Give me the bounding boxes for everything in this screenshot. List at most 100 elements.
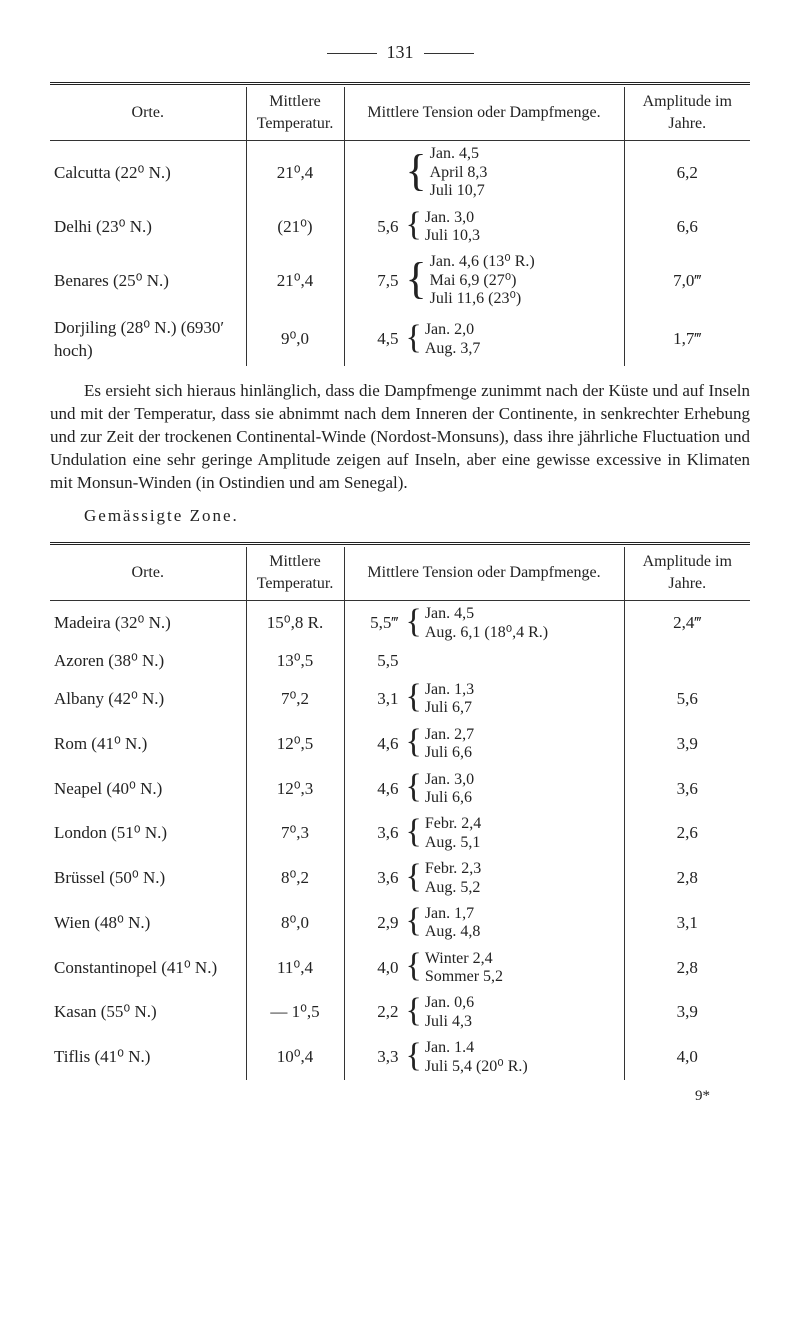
cell-amplitude: 3,6 xyxy=(624,767,750,812)
cell-amplitude: 6,6 xyxy=(624,205,750,250)
cell-amplitude: 6,2 xyxy=(624,141,750,205)
cell-temperature: (21⁰) xyxy=(246,205,344,250)
tension-prefix: 4,6 xyxy=(349,778,403,801)
cell-tension: 5,5 xyxy=(344,646,624,677)
cell-tension: 4,0{Winter 2,4Sommer 5,2 xyxy=(344,946,624,991)
cell-temperature: 9⁰,0 xyxy=(246,313,344,367)
tension-prefix: 3,1 xyxy=(349,688,403,711)
table-row: Neapel (40⁰ N.)12⁰,34,6{Jan. 3,0Juli 6,6… xyxy=(50,767,750,812)
header-tens: Mittlere Tension oder Dampfmenge. xyxy=(344,547,624,601)
cell-temperature: 10⁰,4 xyxy=(246,1035,344,1080)
tension-line: Juli 10,7 xyxy=(430,182,488,200)
table-temperate: Orte. Mittlere Temperatur. Mittlere Tens… xyxy=(50,547,750,1080)
cell-amplitude: 3,9 xyxy=(624,990,750,1035)
header-temp: Mittlere Temperatur. xyxy=(246,547,344,601)
tension-line: Juli 4,3 xyxy=(425,1013,474,1031)
cell-temperature: 12⁰,3 xyxy=(246,767,344,812)
cell-tension: 4,5{Jan. 2,0Aug. 3,7 xyxy=(344,313,624,367)
tension-line: Jan. 3,0 xyxy=(425,771,474,789)
cell-tension: 3,6{Febr. 2,3Aug. 5,2 xyxy=(344,856,624,901)
cell-amplitude: 2,8 xyxy=(624,946,750,991)
tension-prefix: 5,5‴ xyxy=(349,612,403,635)
cell-amplitude: 2,8 xyxy=(624,856,750,901)
cell-tension: 4,6{Jan. 3,0Juli 6,6 xyxy=(344,767,624,812)
tension-line: Jan. 1,7 xyxy=(425,905,481,923)
tension-lines: Jan. 1,7Aug. 4,8 xyxy=(425,905,481,942)
cell-orte: Brüssel (50⁰ N.) xyxy=(50,856,246,901)
cell-orte: Benares (25⁰ N.) xyxy=(50,249,246,312)
table-row: Azoren (38⁰ N.)13⁰,55,5 xyxy=(50,646,750,677)
cell-tension: 3,1{Jan. 1,3Juli 6,7 xyxy=(344,677,624,722)
table-row: Calcutta (22⁰ N.)21⁰,4{Jan. 4,5April 8,3… xyxy=(50,141,750,205)
tension-prefix: 3,6 xyxy=(349,867,403,890)
tension-prefix: 5,5 xyxy=(349,650,403,673)
cell-amplitude: 7,0‴ xyxy=(624,249,750,312)
tension-lines: Jan. 4,5April 8,3Juli 10,7 xyxy=(430,145,488,200)
cell-tension: 3,6{Febr. 2,4Aug. 5,1 xyxy=(344,811,624,856)
tension-prefix: 4,5 xyxy=(349,328,403,351)
tension-line: Aug. 5,2 xyxy=(425,879,481,897)
cell-temperature: 15⁰,8 R. xyxy=(246,601,344,646)
table-row: Wien (48⁰ N.)8⁰,02,9{Jan. 1,7Aug. 4,83,1 xyxy=(50,901,750,946)
cell-orte: Neapel (40⁰ N.) xyxy=(50,767,246,812)
tension-lines: Jan. 3,0Juli 10,3 xyxy=(425,209,480,246)
tension-prefix: 5,6 xyxy=(349,216,403,239)
table-row: Rom (41⁰ N.)12⁰,54,6{Jan. 2,7Juli 6,63,9 xyxy=(50,722,750,767)
tension-lines: Winter 2,4Sommer 5,2 xyxy=(425,950,503,987)
tension-line: April 8,3 xyxy=(430,164,488,182)
tension-lines: Jan. 0,6Juli 4,3 xyxy=(425,994,474,1031)
cell-orte: Wien (48⁰ N.) xyxy=(50,901,246,946)
tension-lines: Jan. 2,7Juli 6,6 xyxy=(425,726,474,763)
tension-prefix: 4,0 xyxy=(349,957,403,980)
tension-lines: Jan. 4,6 (13⁰ R.)Mai 6,9 (27⁰)Juli 11,6 … xyxy=(430,253,535,308)
table-row: Kasan (55⁰ N.)— 1⁰,52,2{Jan. 0,6Juli 4,3… xyxy=(50,990,750,1035)
cell-orte: London (51⁰ N.) xyxy=(50,811,246,856)
cell-temperature: 8⁰,0 xyxy=(246,901,344,946)
cell-amplitude: 2,4‴ xyxy=(624,601,750,646)
cell-temperature: — 1⁰,5 xyxy=(246,990,344,1035)
tension-prefix: 4,6 xyxy=(349,733,403,756)
table-row: Delhi (23⁰ N.)(21⁰)5,6{Jan. 3,0Juli 10,3… xyxy=(50,205,750,250)
cell-tension: 2,2{Jan. 0,6Juli 4,3 xyxy=(344,990,624,1035)
cell-tension: 5,6{Jan. 3,0Juli 10,3 xyxy=(344,205,624,250)
cell-amplitude: 1,7‴ xyxy=(624,313,750,367)
tension-line: Juli 5,4 (20⁰ R.) xyxy=(425,1058,528,1076)
tension-line: Juli 6,7 xyxy=(425,699,474,717)
cell-orte: Albany (42⁰ N.) xyxy=(50,677,246,722)
cell-temperature: 7⁰,2 xyxy=(246,677,344,722)
cell-amplitude: 2,6 xyxy=(624,811,750,856)
cell-tension: 4,6{Jan. 2,7Juli 6,6 xyxy=(344,722,624,767)
cell-orte: Tiflis (41⁰ N.) xyxy=(50,1035,246,1080)
tension-line: Jan. 1,3 xyxy=(425,681,474,699)
cell-temperature: 7⁰,3 xyxy=(246,811,344,856)
tension-line: Aug. 3,7 xyxy=(425,340,481,358)
tension-prefix: 2,2 xyxy=(349,1001,403,1024)
cell-orte: Constantinopel (41⁰ N.) xyxy=(50,946,246,991)
tension-line: Aug. 5,1 xyxy=(425,834,481,852)
header-temp: Mittlere Temperatur. xyxy=(246,87,344,141)
header-amp: Amplitude im Jahre. xyxy=(624,547,750,601)
zone-heading: Gemässigte Zone. xyxy=(50,505,750,528)
tension-prefix: 3,6 xyxy=(349,822,403,845)
tension-lines: Febr. 2,4Aug. 5,1 xyxy=(425,815,481,852)
cell-amplitude: 3,9 xyxy=(624,722,750,767)
cell-orte: Dorjiling (28⁰ N.) (6930′ hoch) xyxy=(50,313,246,367)
tension-line: Jan. 2,7 xyxy=(425,726,474,744)
tension-lines: Febr. 2,3Aug. 5,2 xyxy=(425,860,481,897)
cell-orte: Azoren (38⁰ N.) xyxy=(50,646,246,677)
tension-prefix: 7,5 xyxy=(349,270,403,293)
tension-line: Juli 10,3 xyxy=(425,227,480,245)
tension-line: Winter 2,4 xyxy=(425,950,503,968)
zone-label: Gemässigte Zone. xyxy=(84,506,239,525)
tension-lines: Jan. 1.4Juli 5,4 (20⁰ R.) xyxy=(425,1039,528,1076)
tension-lines: Jan. 4,5Aug. 6,1 (18⁰,4 R.) xyxy=(425,605,548,642)
tension-line: Jan. 0,6 xyxy=(425,994,474,1012)
tension-line: Sommer 5,2 xyxy=(425,968,503,986)
cell-amplitude: 4,0 xyxy=(624,1035,750,1080)
tension-line: Febr. 2,4 xyxy=(425,815,481,833)
cell-tension: 3,3{Jan. 1.4Juli 5,4 (20⁰ R.) xyxy=(344,1035,624,1080)
header-orte: Orte. xyxy=(50,87,246,141)
tension-lines: Jan. 2,0Aug. 3,7 xyxy=(425,321,481,358)
cell-tension: 5,5‴{Jan. 4,5Aug. 6,1 (18⁰,4 R.) xyxy=(344,601,624,646)
tension-line: Mai 6,9 (27⁰) xyxy=(430,272,535,290)
